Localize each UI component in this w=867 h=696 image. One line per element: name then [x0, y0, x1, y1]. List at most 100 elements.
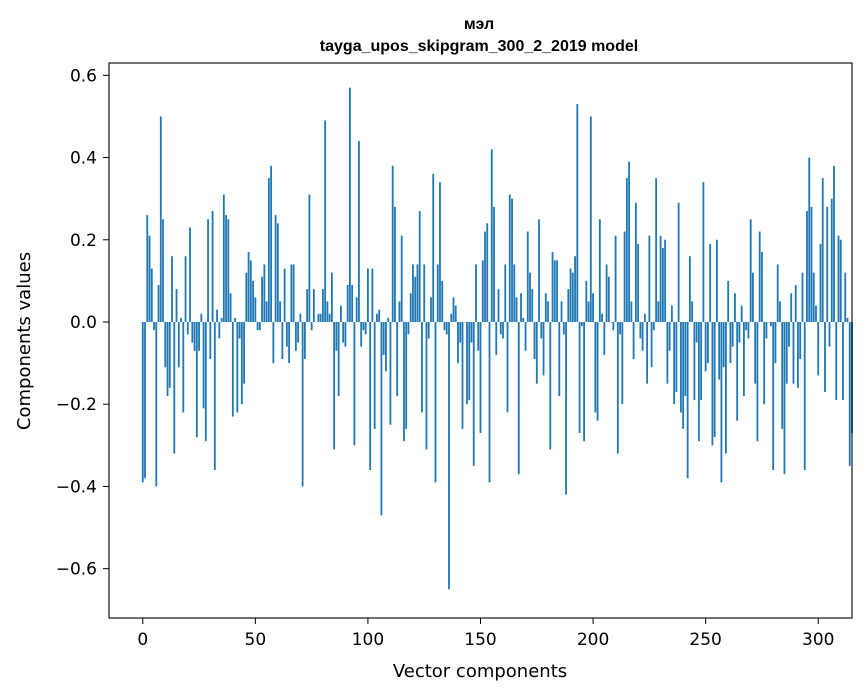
bar: [299, 313, 302, 322]
bar: [454, 305, 457, 322]
bar: [353, 322, 356, 446]
bar: [679, 322, 682, 413]
bar: [331, 272, 333, 322]
bar: [240, 322, 243, 405]
bar: [824, 322, 826, 392]
bar: [779, 301, 781, 322]
bar: [587, 301, 590, 322]
bar: [144, 322, 146, 479]
bar: [321, 289, 324, 322]
bar: [380, 322, 383, 516]
bar: [238, 322, 241, 339]
bar: [578, 322, 581, 433]
bar: [342, 322, 345, 343]
bar: [607, 276, 610, 322]
bar: [270, 165, 273, 322]
bar: [310, 322, 313, 331]
bar: [326, 301, 329, 322]
bar: [200, 313, 203, 322]
bar: [531, 289, 534, 322]
bar: [378, 309, 381, 322]
bar: [684, 322, 687, 396]
bar: [549, 322, 552, 450]
bar: [833, 165, 835, 322]
bar: [657, 301, 660, 322]
bar: [211, 211, 214, 322]
bar: [819, 243, 822, 322]
bar: [493, 206, 495, 322]
bar: [162, 219, 164, 322]
bar: [180, 317, 182, 322]
bar: [218, 322, 221, 339]
x-tick-label: 100: [352, 630, 384, 650]
bar: [171, 256, 173, 322]
bar: [477, 322, 480, 351]
bar: [274, 215, 277, 322]
bar: [664, 239, 667, 322]
bar: [504, 264, 507, 322]
bar: [427, 322, 430, 339]
bar: [698, 322, 700, 442]
bar: [441, 280, 444, 322]
x-tick-label: 0: [137, 630, 148, 650]
bar: [256, 322, 259, 331]
bar: [434, 322, 437, 483]
bar: [285, 322, 288, 347]
bar: [594, 322, 597, 413]
bar: [432, 174, 435, 322]
bar: [621, 322, 624, 405]
bar: [682, 322, 685, 429]
bar: [792, 322, 795, 384]
y-tick-label: −0.4: [56, 477, 97, 497]
bar: [646, 322, 649, 384]
bar: [497, 289, 500, 322]
bar: [538, 219, 540, 322]
bar: [508, 194, 511, 322]
bar: [245, 272, 248, 322]
bar: [355, 297, 358, 322]
bar: [837, 235, 840, 322]
bar: [267, 178, 270, 322]
bar: [614, 235, 617, 322]
bar: [826, 206, 829, 322]
bar: [722, 322, 725, 368]
bar: [484, 231, 486, 322]
bar: [148, 235, 151, 322]
bar: [745, 322, 748, 331]
bar: [292, 264, 295, 322]
bar: [598, 219, 601, 322]
bar: [709, 243, 712, 322]
bar: [249, 260, 252, 322]
bar: [288, 322, 291, 364]
bar: [146, 215, 149, 322]
bar: [369, 322, 372, 470]
bar: [396, 322, 399, 396]
bar: [803, 322, 806, 470]
bar: [797, 322, 799, 388]
bar: [619, 322, 621, 335]
bar: [502, 322, 504, 339]
bar: [571, 272, 574, 322]
bar: [603, 322, 606, 355]
bar: [835, 322, 838, 401]
bar: [761, 252, 763, 322]
bar: [522, 317, 525, 322]
bar: [765, 322, 768, 339]
bar: [558, 322, 561, 396]
bar: [213, 322, 216, 470]
bar: [387, 317, 390, 322]
bar: [506, 322, 509, 413]
bar: [445, 322, 448, 335]
bar: [490, 149, 493, 322]
bar: [511, 198, 513, 322]
bar: [261, 276, 263, 322]
bar: [589, 116, 592, 322]
bar: [297, 322, 300, 343]
bar: [324, 120, 327, 322]
bar: [515, 297, 518, 322]
y-tick-label: 0.2: [70, 231, 97, 251]
bar: [168, 322, 171, 388]
bar: [756, 322, 759, 442]
bar: [783, 322, 786, 475]
bar: [565, 322, 567, 495]
